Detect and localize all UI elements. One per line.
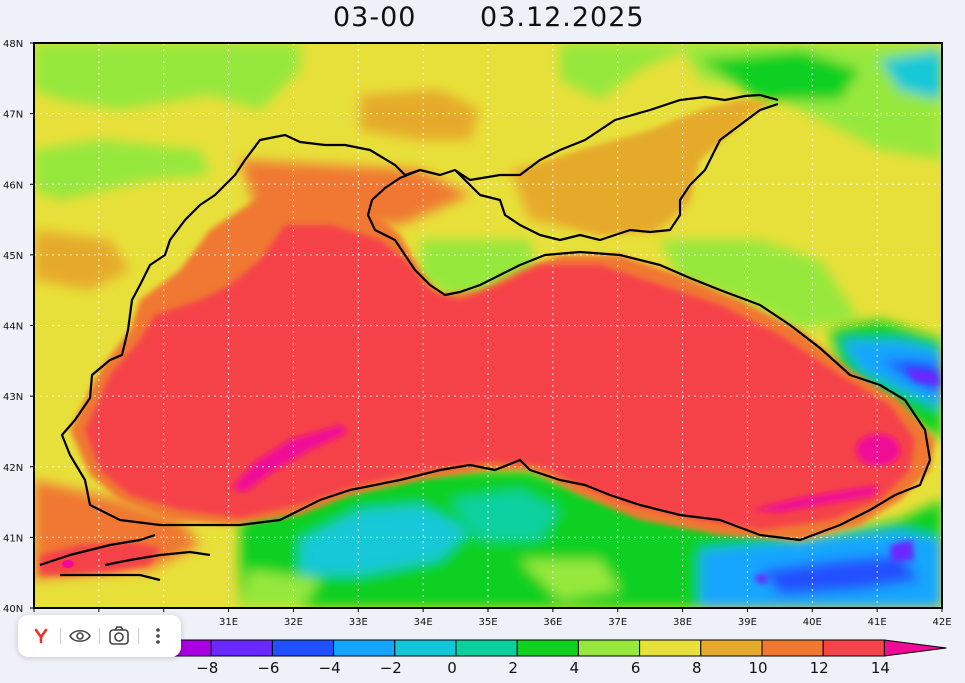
- longitude-label: 42E: [932, 617, 951, 628]
- latitude-label: 40N: [3, 604, 23, 615]
- map-title: 03-00 03.12.2025: [0, 0, 965, 40]
- colorbar-label: 14: [871, 659, 890, 677]
- colorbar-label: −2: [380, 659, 402, 677]
- longitude-label: 34E: [414, 617, 433, 628]
- colorbar-label: 4: [570, 659, 580, 677]
- more-vertical-icon[interactable]: [145, 622, 171, 650]
- colorbar-label: 0: [447, 659, 457, 677]
- latitude-label: 47N: [3, 110, 23, 121]
- colorbar-segment: [516, 639, 579, 657]
- colorbar-segment: [271, 639, 335, 657]
- colorbar-segment: [700, 639, 763, 657]
- colorbar-segment: [577, 639, 641, 657]
- longitude-label: 33E: [349, 617, 368, 628]
- colorbar-label: −6: [257, 659, 279, 677]
- latitude-label: 42N: [3, 463, 23, 474]
- colorbar-label: 12: [810, 659, 829, 677]
- latitude-labels: 40N 41N 42N 43N 44N 45N 46N 47N 48N: [3, 39, 34, 615]
- longitude-label: 37E: [608, 617, 627, 628]
- gridlines: [34, 43, 942, 608]
- latitude-label: 46N: [3, 180, 23, 191]
- browser-toolbar: [18, 615, 181, 657]
- colorbar-segment: [210, 639, 273, 657]
- toolbar-divider: [99, 628, 100, 644]
- latitude-label: 44N: [3, 322, 23, 333]
- colorbar-segment: [455, 639, 518, 657]
- longitude-label: 36E: [543, 617, 562, 628]
- longitude-label: 38E: [673, 617, 692, 628]
- longitude-label: 31E: [219, 617, 238, 628]
- longitude-label: 39E: [738, 617, 757, 628]
- colorbar-label: −8: [196, 659, 218, 677]
- colorbar-segment: [822, 639, 885, 657]
- colorbar-label: 10: [748, 659, 767, 677]
- colorbar-segment: [761, 639, 824, 657]
- toolbar-divider: [60, 628, 61, 644]
- longitude-label: 41E: [868, 617, 887, 628]
- yandex-logo-icon[interactable]: [28, 622, 54, 650]
- longitude-label: 32E: [284, 617, 303, 628]
- latitude-label: 48N: [3, 39, 23, 50]
- colorbar-segment: [639, 639, 702, 657]
- forecast-date: 03.12.2025: [480, 2, 645, 33]
- colorbar-labels: −8 −6 −4 −2 0 2 4 6 8 10 12 14: [196, 659, 890, 677]
- longitude-label: 40E: [803, 617, 822, 628]
- latitude-label: 45N: [3, 251, 23, 262]
- coastline: [39, 93, 932, 582]
- colorbar-label: 6: [631, 659, 641, 677]
- colorbar-segment: [394, 639, 457, 657]
- colorbar-arrow: [883, 639, 947, 657]
- latitude-label: 41N: [3, 533, 23, 544]
- colorbar: [149, 639, 947, 657]
- latitude-label: 43N: [3, 392, 23, 403]
- forecast-time: 03-00: [333, 2, 417, 33]
- camera-icon[interactable]: [106, 622, 132, 650]
- longitude-label: 35E: [478, 617, 497, 628]
- colorbar-label: 2: [508, 659, 518, 677]
- colorbar-label: −4: [319, 659, 341, 677]
- colorbar-segment: [333, 639, 396, 657]
- eye-icon[interactable]: [67, 622, 93, 650]
- colorbar-label: 8: [692, 659, 702, 677]
- toolbar-divider: [138, 628, 139, 644]
